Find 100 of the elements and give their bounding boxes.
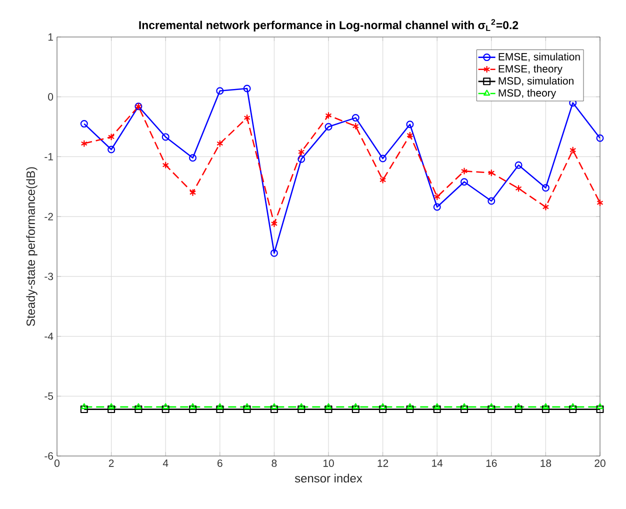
- x-tick-label: 2: [108, 460, 114, 467]
- x-tick-label: 10: [323, 460, 334, 467]
- x-tick-label: 20: [594, 460, 606, 467]
- point: [460, 406, 468, 414]
- point: [80, 140, 88, 148]
- point: [406, 403, 414, 410]
- point: [434, 193, 440, 201]
- point: [542, 184, 550, 192]
- point: [570, 146, 576, 154]
- x-tick-label: 18: [540, 460, 552, 467]
- point: [216, 87, 224, 95]
- point: [108, 133, 115, 141]
- point: [514, 161, 522, 169]
- point: [108, 146, 116, 154]
- point: [542, 403, 550, 410]
- point: [352, 114, 360, 122]
- point: [189, 188, 196, 196]
- legend-label: EMSE, theory: [498, 64, 562, 75]
- point: [216, 140, 224, 148]
- y-tick-label: -4: [44, 332, 54, 340]
- point: [352, 122, 359, 130]
- chart-title: Incremental network performance in Log-normal channel with σ$_{L}$$^{2}$=0.2: [139, 19, 518, 32]
- point: [596, 134, 604, 142]
- legend-label: EMSE, simulation: [498, 52, 580, 62]
- point: [379, 154, 387, 162]
- point: [298, 406, 306, 414]
- point: [433, 406, 441, 414]
- point: [270, 249, 278, 257]
- point: [108, 403, 115, 410]
- y-axis-title: Steady-state performance(dB): [26, 167, 38, 326]
- point: [460, 178, 468, 186]
- point: [189, 406, 197, 414]
- point: [379, 403, 386, 410]
- point: [596, 199, 604, 207]
- point: [406, 120, 414, 128]
- point: [406, 131, 414, 139]
- point: [515, 403, 522, 410]
- point: [243, 84, 251, 92]
- point: [298, 403, 305, 410]
- x-tick-label: 4: [162, 460, 168, 467]
- point: [244, 114, 250, 122]
- point: [514, 406, 522, 414]
- x-tick-label: 6: [218, 460, 222, 467]
- point: [162, 406, 170, 414]
- point: [216, 403, 224, 410]
- point: [244, 403, 250, 410]
- point: [406, 406, 414, 414]
- point: [352, 406, 360, 414]
- point: [569, 406, 577, 414]
- point: [162, 403, 169, 410]
- point: [542, 203, 550, 211]
- point: [379, 176, 386, 184]
- point: [134, 406, 142, 414]
- point: [270, 220, 278, 228]
- point: [434, 403, 440, 410]
- point: [80, 120, 88, 128]
- x-axis-title: sensor index: [294, 474, 362, 483]
- x-tick-label: 8: [272, 460, 277, 467]
- point: [108, 406, 116, 414]
- point: [542, 406, 550, 414]
- y-tick-label: -1: [44, 153, 53, 160]
- point: [433, 203, 441, 211]
- point: [324, 123, 332, 131]
- x-tick-label: 0: [54, 460, 60, 467]
- point: [570, 403, 576, 410]
- y-tick-label: -5: [44, 392, 54, 400]
- point: [216, 406, 224, 414]
- legend-label: MSD, simulation: [498, 76, 574, 86]
- point: [189, 154, 197, 162]
- y-tick-label: -6: [44, 452, 54, 460]
- point: [488, 406, 496, 414]
- legend-label: MSD, theory: [498, 88, 556, 99]
- y-tick-label: -3: [44, 272, 54, 280]
- point: [80, 406, 88, 414]
- point: [596, 403, 604, 410]
- point: [488, 197, 496, 205]
- point: [298, 148, 305, 156]
- point: [379, 406, 387, 414]
- point: [298, 155, 306, 163]
- point: [488, 169, 495, 177]
- point: [270, 406, 278, 414]
- point: [243, 406, 251, 414]
- point: [135, 403, 142, 410]
- y-tick-label: 0: [48, 93, 54, 101]
- x-tick-label: 12: [378, 460, 388, 467]
- point: [325, 403, 332, 410]
- point: [270, 403, 278, 410]
- x-tick-label: 16: [486, 460, 497, 467]
- point: [460, 403, 468, 410]
- point: [460, 167, 468, 175]
- point: [80, 403, 88, 410]
- point: [324, 406, 332, 414]
- point: [596, 406, 604, 414]
- y-tick-label: 1: [48, 33, 53, 41]
- point: [162, 161, 169, 169]
- point: [352, 403, 359, 410]
- point: [189, 403, 196, 410]
- point: [515, 184, 522, 192]
- point: [325, 112, 332, 120]
- point: [488, 403, 495, 410]
